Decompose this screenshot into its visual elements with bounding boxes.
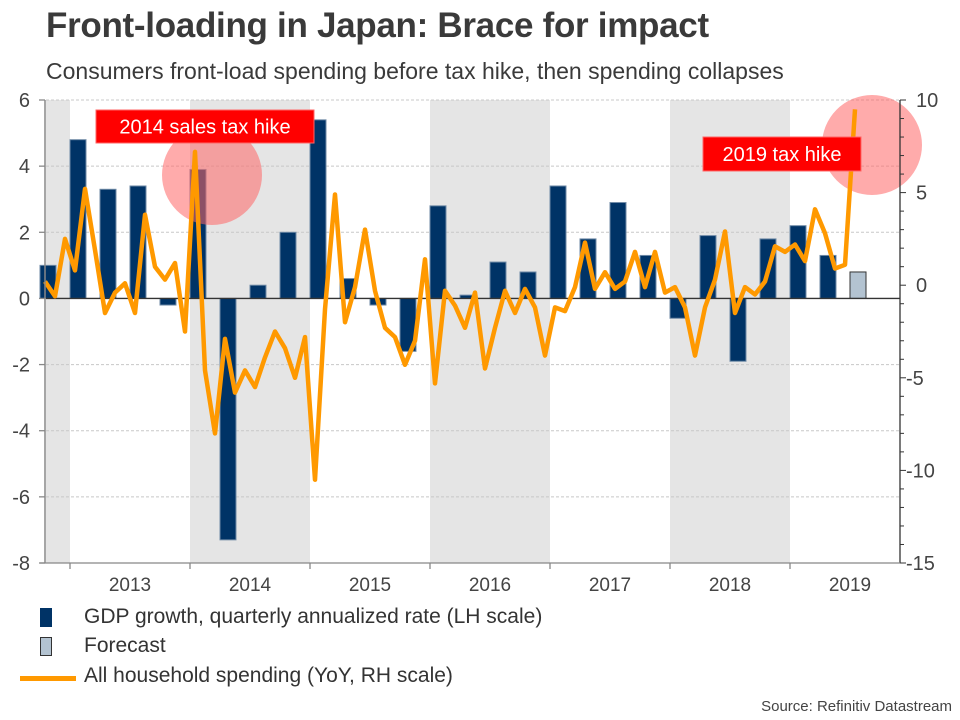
annotation-label-1: 2014 sales tax hike bbox=[119, 117, 290, 139]
gdp-bar bbox=[279, 231, 297, 299]
left-tick-label: 2 bbox=[19, 222, 30, 244]
legend-label-spending: All household spending (YoY, RH scale) bbox=[84, 664, 453, 687]
gdp-bar bbox=[429, 205, 447, 299]
x-tick-label: 2019 bbox=[829, 575, 871, 596]
x-tick-label: 2017 bbox=[589, 575, 631, 596]
left-tick-label: -2 bbox=[12, 355, 30, 377]
x-tick-label: 2013 bbox=[109, 575, 151, 596]
chart-subtitle: Consumers front-load spending before tax… bbox=[46, 58, 784, 84]
legend-swatch-gdp bbox=[40, 608, 52, 627]
legend-swatch-forecast bbox=[40, 637, 52, 656]
gdp-bar bbox=[159, 297, 177, 306]
year-band-2012 bbox=[46, 100, 70, 563]
left-tick-label: -4 bbox=[12, 421, 30, 443]
right-tick-label: -5 bbox=[906, 368, 924, 390]
annotation-box-2 bbox=[702, 136, 862, 172]
gdp-bar bbox=[549, 185, 567, 299]
household-spending-line bbox=[43, 109, 858, 482]
annotation-label-2: 2019 tax hike bbox=[723, 144, 842, 166]
gdp-bar bbox=[219, 297, 237, 541]
year-band-2016 bbox=[430, 100, 550, 563]
forecast-bar bbox=[849, 271, 867, 299]
left-tick-label: 0 bbox=[19, 288, 30, 310]
right-tick-label: -10 bbox=[906, 460, 935, 482]
x-tick-label: 2014 bbox=[229, 575, 272, 596]
right-tick-label: 0 bbox=[916, 275, 927, 297]
right-tick-label: 5 bbox=[916, 183, 927, 205]
gdp-bar bbox=[99, 188, 117, 299]
right-tick-label: -15 bbox=[906, 553, 935, 575]
chart-title: Front-loading in Japan: Brace for impact bbox=[46, 6, 709, 45]
gdp-bar bbox=[309, 119, 327, 299]
x-tick-label: 2016 bbox=[469, 575, 511, 596]
left-tick-label: 6 bbox=[19, 90, 30, 112]
x-tick-label: 2018 bbox=[709, 575, 751, 596]
x-tick-label: 2015 bbox=[349, 575, 391, 596]
legend-label-gdp: GDP growth, quarterly annualized rate (L… bbox=[84, 605, 543, 628]
gdp-bar bbox=[69, 139, 87, 299]
gdp-bar bbox=[249, 284, 267, 299]
legend-label-forecast: Forecast bbox=[84, 634, 166, 657]
left-tick-label: 4 bbox=[19, 156, 30, 178]
x-axis-ticks: 2013 2014 2015 2016 2017 2018 2019 bbox=[69, 563, 871, 596]
legend-swatch-spending bbox=[20, 676, 76, 681]
highlight-circle-1 bbox=[162, 125, 262, 225]
forecast-bars bbox=[849, 271, 867, 299]
annotations: 2014 sales tax hike 2019 tax hike bbox=[95, 109, 862, 172]
left-tick-label: -6 bbox=[12, 487, 30, 509]
left-axis-ticks: 6 4 2 0 -2 -4 -6 -8 bbox=[12, 90, 45, 575]
axes bbox=[40, 100, 901, 564]
source-note: Source: Refinitiv Datastream bbox=[761, 698, 952, 715]
right-axis-ticks: 10 5 0 -5 -10 -15 bbox=[900, 90, 938, 575]
annotation-box-1 bbox=[95, 109, 315, 144]
left-tick-label: -8 bbox=[12, 553, 30, 575]
right-tick-label: 10 bbox=[916, 90, 938, 112]
